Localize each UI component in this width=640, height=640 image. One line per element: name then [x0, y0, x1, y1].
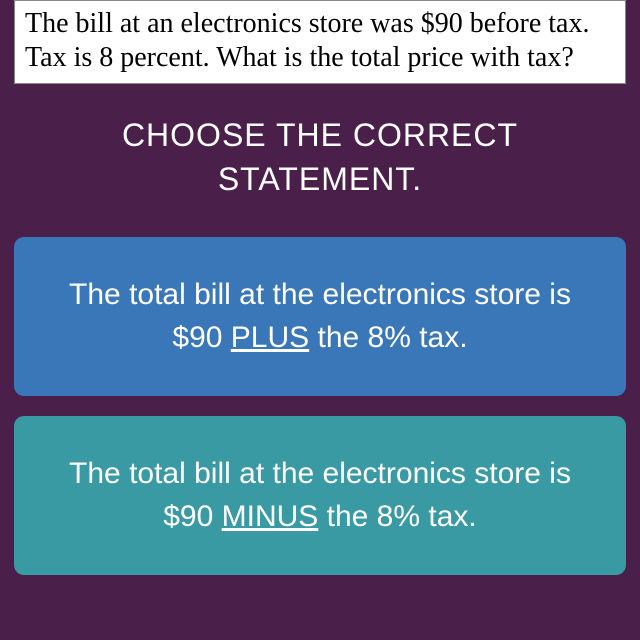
quiz-screen: The bill at an electronics store was $90…: [0, 0, 640, 640]
answer-option-b[interactable]: The total bill at the electronics store …: [14, 416, 626, 575]
answer-option-a[interactable]: The total bill at the electronics store …: [14, 237, 626, 396]
question-box: The bill at an electronics store was $90…: [14, 0, 626, 84]
question-text: The bill at an electronics store was $90…: [25, 8, 589, 73]
option-a-emph: PLUS: [231, 321, 309, 354]
option-a-post: the 8% tax.: [309, 321, 467, 354]
prompt-text: CHOOSE THE CORRECT STATEMENT.: [20, 114, 620, 200]
option-b-post: the 8% tax.: [318, 500, 476, 533]
option-b-emph: MINUS: [222, 500, 319, 533]
